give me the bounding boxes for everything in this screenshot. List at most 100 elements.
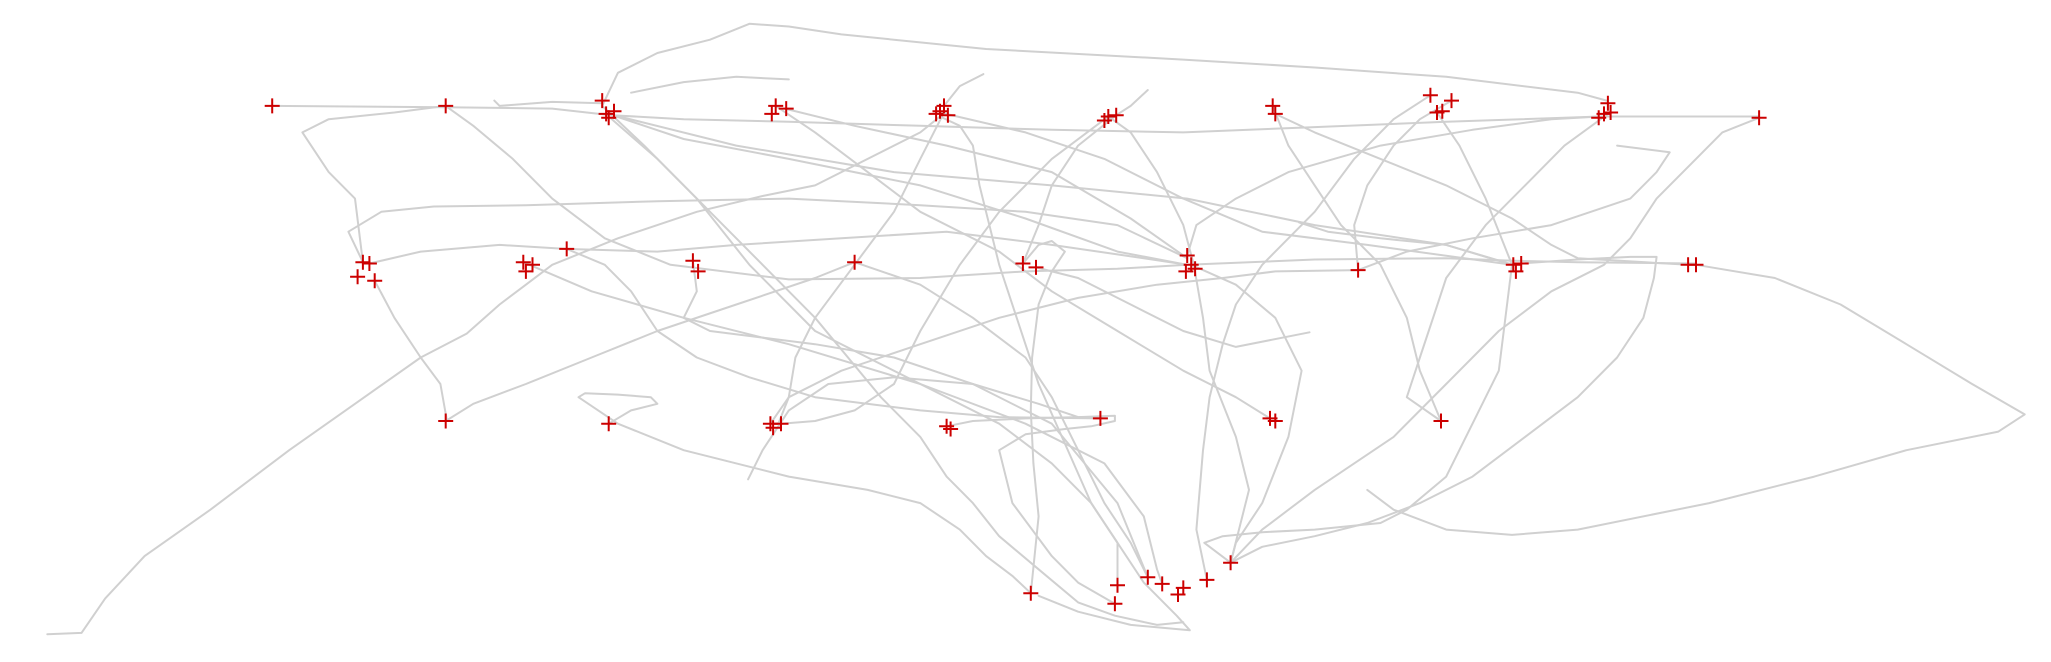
trajectory-trace	[607, 112, 1189, 266]
waypoint-marker	[765, 420, 781, 436]
trajectory-trace	[1203, 111, 1513, 564]
trajectory-trace	[774, 104, 1271, 420]
waypoint-marker	[1199, 572, 1215, 588]
waypoint-marker	[1110, 577, 1125, 593]
waypoint-marker	[1267, 106, 1283, 122]
trajectory-trace	[1353, 99, 1453, 272]
trajectory-trace	[945, 414, 1116, 605]
waypoint-marker	[928, 106, 944, 122]
waypoint-marker	[559, 241, 575, 257]
waypoint-marker	[1107, 596, 1123, 612]
waypoint-marker	[1600, 95, 1616, 111]
waypoint-marker	[606, 103, 622, 119]
waypoint-marker	[1170, 587, 1186, 602]
waypoint-marker	[355, 254, 371, 270]
trajectory-trace	[46, 115, 1191, 636]
trajectory-trace	[780, 115, 1110, 425]
trajectory-trace	[1229, 116, 1761, 564]
waypoint-marker	[1140, 569, 1156, 585]
waypoint-marker	[1433, 413, 1449, 429]
waypoint-marker	[940, 107, 956, 123]
waypoint-marker	[685, 253, 701, 269]
waypoint-marker	[1108, 107, 1124, 123]
waypoint-marker	[943, 421, 959, 437]
waypoint-marker	[515, 254, 531, 270]
trajectory-trace	[1229, 255, 1658, 564]
trajectory-traces	[46, 22, 2026, 636]
trajectory-trace	[1298, 221, 1515, 266]
trajectory-trace	[522, 261, 1164, 585]
waypoint-marker	[1187, 261, 1203, 277]
waypoint-marker	[1096, 113, 1112, 128]
trajectory-trace	[939, 111, 1513, 266]
waypoint-marker	[1422, 87, 1438, 103]
waypoint-marker	[1023, 585, 1039, 601]
trajectory-trace	[607, 115, 1185, 626]
trajectory-trace	[347, 197, 1189, 264]
waypoint-marker	[361, 256, 377, 271]
trajectory-trace	[301, 104, 447, 264]
trajectory-trace	[565, 247, 1102, 420]
waypoint-markers	[264, 87, 1767, 612]
waypoint-marker	[264, 98, 280, 114]
waypoint-marker	[1751, 110, 1767, 126]
waypoint-marker	[438, 98, 454, 114]
trajectory-trace	[853, 261, 1149, 579]
waypoint-marker	[1603, 105, 1619, 120]
trajectory-trace	[1021, 240, 1066, 595]
trajectory-trace	[1035, 266, 1311, 348]
waypoint-marker	[1028, 259, 1044, 275]
trajectory-trace	[1405, 112, 1609, 422]
trajectory-trace	[373, 279, 448, 422]
trajectory-trace	[783, 107, 1189, 260]
waypoint-marker	[1688, 257, 1704, 273]
waypoint-marker	[768, 98, 784, 114]
trajectory-trace	[1021, 89, 1149, 265]
trajectory-trace	[1107, 115, 1250, 564]
waypoint-marker	[764, 106, 780, 122]
waypoint-marker	[350, 269, 366, 285]
trajectory-trace	[769, 269, 1360, 425]
waypoint-marker	[1508, 263, 1524, 279]
trajectory-trace	[1274, 112, 1690, 266]
waypoint-marker	[1505, 257, 1521, 273]
trajectory-trace	[444, 261, 856, 422]
trajectory-trace	[630, 75, 790, 94]
waypoint-marker	[1267, 413, 1283, 429]
trajectory-trace	[601, 22, 1608, 107]
trajectory-trace	[1186, 115, 1601, 257]
trajectory-trace	[368, 230, 1189, 266]
waypoint-marker	[1179, 248, 1195, 263]
waypoint-marker	[598, 106, 614, 122]
trajectory-trace	[493, 99, 604, 107]
waypoint-marker	[690, 263, 706, 279]
waypoint-marker	[1265, 98, 1281, 114]
trajectory-trace	[577, 392, 1032, 595]
trajectory-trace	[1190, 263, 1303, 564]
waypoint-marker	[778, 101, 794, 117]
trajectory-trace	[1357, 144, 1671, 272]
waypoint-marker	[438, 413, 454, 429]
trajectory-trace	[607, 112, 1513, 266]
waypoint-marker	[1223, 555, 1239, 571]
waypoint-marker	[773, 416, 789, 432]
trajectory-trace	[271, 104, 1761, 134]
waypoint-marker	[1178, 263, 1194, 279]
waypoint-marker	[1154, 576, 1170, 592]
trajectory-trace	[682, 259, 1149, 579]
waypoint-marker	[367, 273, 383, 289]
waypoint-marker	[1591, 110, 1607, 126]
waypoint-marker	[1434, 103, 1450, 119]
waypoint-marker	[1513, 256, 1529, 271]
trajectory-trace	[747, 376, 1102, 481]
waypoint-marker	[1015, 256, 1031, 271]
waypoint-marker	[1350, 262, 1366, 278]
trajectory-trace	[1366, 263, 2026, 536]
waypoint-marker	[1092, 410, 1108, 426]
trajectory-trace	[1195, 94, 1432, 581]
waypoint-marker	[936, 98, 952, 114]
waypoint-marker	[594, 93, 610, 109]
waypoint-marker	[525, 257, 540, 273]
